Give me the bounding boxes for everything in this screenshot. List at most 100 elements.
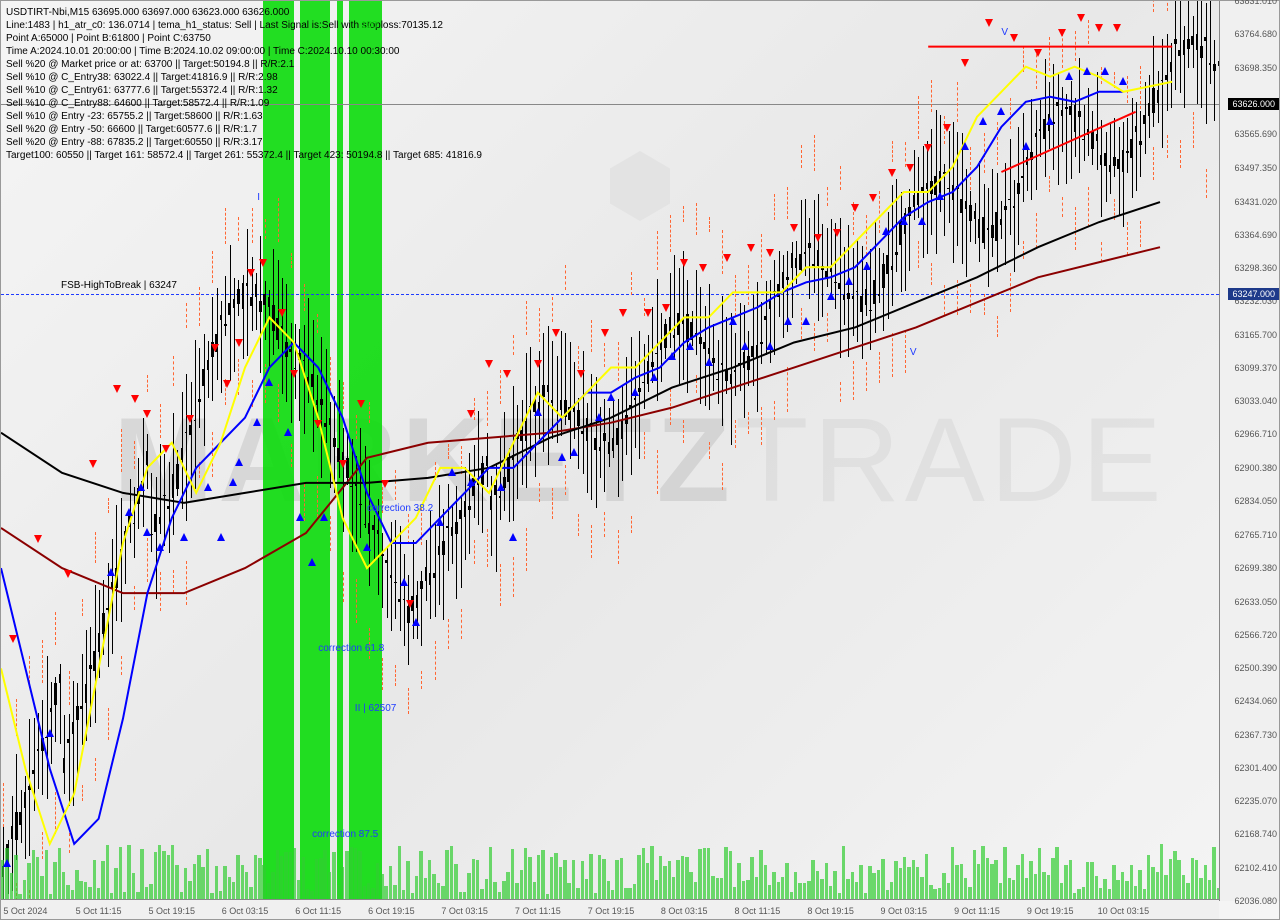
channel-dash xyxy=(696,203,697,234)
candle-body xyxy=(616,428,619,444)
candle-body xyxy=(555,410,558,411)
channel-dash xyxy=(1140,221,1141,247)
candle-body xyxy=(913,195,916,207)
volume-bar xyxy=(598,855,601,899)
candle-body xyxy=(756,345,759,359)
volume-bar xyxy=(398,846,401,899)
sell-arrow-icon xyxy=(1095,24,1103,32)
channel-dash xyxy=(160,572,161,611)
candle-wick xyxy=(164,454,165,546)
buy-arrow-icon xyxy=(607,393,615,401)
volume-bar xyxy=(1047,875,1050,900)
volume-bar xyxy=(668,861,671,899)
volume-bar xyxy=(84,882,87,899)
buy-arrow-icon xyxy=(784,317,792,325)
candle-wick xyxy=(949,131,950,222)
candle-wick xyxy=(639,331,640,459)
channel-dash xyxy=(578,514,579,536)
channel-dash xyxy=(840,166,841,190)
candle-wick xyxy=(696,270,697,355)
sell-arrow-icon xyxy=(211,344,219,352)
candle-wick xyxy=(570,342,571,459)
candle-wick xyxy=(321,337,322,479)
candle-body xyxy=(974,211,977,219)
channel-dash xyxy=(147,375,148,391)
sell-arrow-icon xyxy=(1010,34,1018,42)
candle-body xyxy=(547,385,550,392)
y-tick-label: 62235.070 xyxy=(1234,796,1277,806)
trading-chart[interactable]: MARKETZTRADE USDTIRT-Nbi,M15 63695.000 6… xyxy=(0,0,1280,920)
chart-annotation: V xyxy=(1001,27,1008,38)
volume-bar xyxy=(851,872,854,899)
volume-bar xyxy=(245,872,248,899)
volume-bar xyxy=(716,878,719,899)
sell-arrow-icon xyxy=(357,400,365,408)
candle-body xyxy=(1143,115,1146,124)
channel-dash xyxy=(1049,37,1050,71)
volume-bar xyxy=(328,872,331,899)
candle-wick xyxy=(587,403,588,493)
candle-wick xyxy=(326,349,327,443)
volume-bar xyxy=(506,872,509,899)
sell-arrow-icon xyxy=(662,304,670,312)
volume-bar xyxy=(58,848,61,899)
candle-body xyxy=(19,812,22,824)
volume-bar xyxy=(402,890,405,899)
volume-bar xyxy=(737,863,740,899)
volume-bar xyxy=(323,850,326,899)
candle-wick xyxy=(992,169,993,257)
volume-bar xyxy=(724,847,727,899)
volume-bar xyxy=(276,850,279,899)
y-tick-label: 63298.360 xyxy=(1234,263,1277,273)
buy-arrow-icon xyxy=(137,483,145,491)
candle-wick xyxy=(1031,99,1032,201)
volume-bar xyxy=(389,866,392,899)
candle-body xyxy=(947,188,950,190)
candle-wick xyxy=(548,326,549,466)
volume-bar xyxy=(659,856,662,899)
candle-wick xyxy=(774,260,775,355)
channel-dash xyxy=(160,404,161,438)
volume-bar xyxy=(733,887,736,899)
candle-wick xyxy=(892,185,893,306)
channel-dash xyxy=(513,335,514,355)
candle-body xyxy=(856,291,859,292)
channel-dash xyxy=(814,135,815,171)
channel-dash xyxy=(984,133,985,173)
x-tick-label: 8 Oct 11:15 xyxy=(734,906,780,916)
level-price-marker: 63247.000 xyxy=(1228,288,1279,300)
y-tick-label: 63431.020 xyxy=(1234,197,1277,207)
volume-bar xyxy=(537,855,540,899)
channel-dash xyxy=(787,367,788,412)
candle-wick xyxy=(77,683,78,780)
channel-dash xyxy=(343,572,344,602)
chart-annotation: correction 61.8 xyxy=(318,643,384,654)
sell-arrow-icon xyxy=(64,570,72,578)
candle-body xyxy=(917,193,920,205)
candle-body xyxy=(455,522,458,534)
sell-arrow-icon xyxy=(833,229,841,237)
volume-bar xyxy=(467,873,470,899)
volume-bar xyxy=(1021,854,1024,899)
channel-dash xyxy=(134,441,135,468)
channel-dash xyxy=(552,297,553,321)
volume-bar xyxy=(890,882,893,899)
candle-body xyxy=(1069,106,1072,115)
volume-bar xyxy=(341,867,344,899)
volume-bar xyxy=(781,877,784,899)
candle-body xyxy=(791,253,794,268)
y-tick-label: 62966.710 xyxy=(1234,429,1277,439)
candle-body xyxy=(821,266,824,270)
volume-bar xyxy=(968,887,971,899)
candle-body xyxy=(608,442,611,454)
volume-bar xyxy=(350,847,353,899)
x-tick-label: 6 Oct 11:15 xyxy=(295,906,341,916)
candle-wick xyxy=(574,362,575,438)
volume-bar xyxy=(79,881,82,899)
candle-wick xyxy=(674,255,675,357)
channel-dash xyxy=(421,671,422,689)
candle-body xyxy=(551,400,554,403)
channel-dash xyxy=(1023,241,1024,258)
candle-wick xyxy=(82,654,83,745)
candle-body xyxy=(1082,139,1085,140)
